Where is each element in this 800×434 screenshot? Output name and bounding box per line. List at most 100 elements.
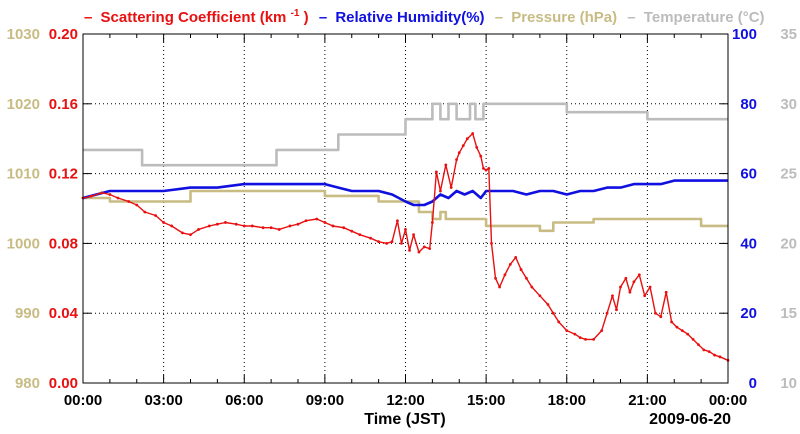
data-point-scattering [135,203,139,207]
y-tick-label-humidity: 0 [749,375,757,392]
data-point-scattering [487,166,491,170]
data-point-scattering [475,146,479,149]
data-point-scattering [611,294,614,298]
axis-ticks: 00:00 03:00 06:00 09:00 12:00 15:00 18:00 21:00… [7,26,797,409]
data-point-scattering [181,231,184,235]
date-label: 2009-06-20 [649,411,731,428]
data-point-scattering [385,242,389,245]
y-tick-label-pressure: 1000 [7,235,40,252]
data-point-scattering [89,194,93,198]
x-tick-label: 00:00 [709,392,747,409]
data-point-scattering [439,189,442,193]
x-tick-label: 21:00 [628,392,666,409]
data-point-scattering [108,193,112,196]
data-point-scattering [508,262,512,266]
series-lines [81,102,730,362]
legend-dash-scattering: – [84,9,92,26]
x-tick-label: 00:00 [64,392,102,409]
y-tick-label-scattering: 0.04 [49,305,79,322]
y-tick-label-temperature: 30 [780,96,797,113]
y-tick-label-temperature: 35 [780,26,797,43]
data-point-scattering [471,132,475,135]
data-point-scattering [519,268,523,271]
data-point-scattering [449,186,453,189]
y-tick-label-pressure: 1010 [7,166,40,183]
y-tick-label-pressure: 990 [15,305,40,322]
y-tick-label-humidity: 100 [732,26,757,43]
data-point-scattering [242,224,246,228]
data-point-scattering [664,290,668,294]
data-point-scattering [578,336,582,340]
legend-dash-humidity: – [319,9,327,26]
y-tick-label-scattering: 0.12 [49,166,78,183]
y-tick-label-scattering: 0.00 [49,375,78,392]
data-point-scattering [428,247,432,251]
legend-label-scattering-tail: ) [304,9,309,26]
legend: – Scattering Coefficient (km -1 ) – Rela… [84,3,765,26]
data-point-scattering [503,273,507,277]
data-point-scattering [350,229,354,233]
data-point-scattering [557,320,561,324]
y-tick-label-scattering: 0.08 [49,235,78,252]
data-point-scattering [342,226,346,230]
y-tick-label-humidity: 20 [740,305,757,322]
series-line-relative-humidity [82,179,728,207]
data-point-scattering [546,303,550,306]
data-point-scattering [675,325,679,329]
data-point-scattering [189,233,192,237]
y-tick-label-temperature: 20 [780,235,797,252]
data-point-scattering [377,240,381,244]
data-point-scattering [686,332,690,336]
data-point-scattering [584,337,587,341]
data-point-scattering [116,196,120,200]
data-point-scattering [457,151,461,155]
data-point-scattering [170,224,174,228]
data-point-scattering [396,219,399,223]
x-axis-label: Time (JST) [364,411,446,428]
data-point-scattering [479,154,483,158]
data-point-scattering [592,337,596,341]
legend-label-pressure: Pressure (hPa) [511,9,617,26]
data-point-scattering [390,240,394,244]
data-point-scattering [154,214,157,217]
data-point-scattering [404,228,407,231]
data-point-scattering [369,236,372,240]
data-point-scattering [143,210,147,214]
series-line-temperature [83,102,728,167]
y-tick-label-temperature: 15 [780,305,797,322]
y-tick-label-scattering: 0.16 [49,96,78,113]
data-point-scattering [637,273,641,277]
data-point-scattering [430,221,434,224]
data-point-scattering [615,308,618,312]
y-tick-label-temperature: 10 [780,375,797,392]
data-point-scattering [713,353,716,357]
y-tick-label-humidity: 80 [740,96,757,113]
data-point-scattering [538,294,542,298]
data-point-scattering [573,332,577,336]
data-point-scattering [358,233,362,237]
y-tick-label-temperature: 25 [780,166,797,183]
data-point-scattering [261,226,265,230]
legend-item-scattering: – Scattering Coefficient (km -1 ) – Rela… [84,3,765,26]
data-point-scattering [465,137,469,141]
data-point-scattering [323,221,327,224]
x-tick-label: 03:00 [144,392,182,409]
data-point-scattering [605,311,609,315]
data-point-scattering [654,311,657,315]
data-point-scattering [482,166,485,170]
data-point-scattering [490,242,493,245]
data-point-scattering [648,285,652,289]
data-point-scattering [215,222,219,226]
legend-dash-pressure: – [495,9,503,26]
data-point-scattering [697,343,700,347]
data-point-scattering [412,233,415,237]
data-point-scattering [234,222,238,226]
y-tick-label-pressure: 980 [15,375,40,392]
y-tick-label-scattering: 0.20 [49,26,78,43]
data-point-scattering [680,329,684,333]
data-point-scattering [659,315,663,319]
data-point-scattering [619,285,622,289]
data-point-scattering [530,285,534,289]
data-point-scattering [331,224,335,228]
series-line-pressure [83,189,728,233]
